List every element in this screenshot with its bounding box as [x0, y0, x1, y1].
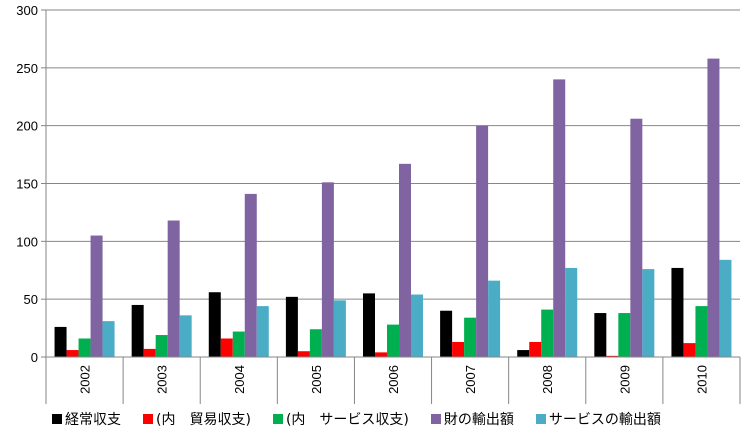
bar-2007-3 [476, 125, 489, 358]
bar-2008-0 [517, 350, 530, 357]
y-tick-label: 100 [16, 234, 38, 249]
bar-2008-1 [529, 341, 542, 357]
bar-2008-3 [553, 79, 566, 358]
bar-2007-4 [488, 280, 501, 357]
x-tick-label: 2010 [694, 365, 709, 394]
bar-2009-1 [606, 355, 619, 357]
legend-item: サービスの輸出額 [535, 409, 661, 429]
bar-2002-0 [54, 326, 67, 357]
bar-2004-0 [208, 292, 221, 357]
y-tick-label: 300 [16, 3, 38, 18]
bar-2009-2 [618, 313, 631, 357]
bar-2010-1 [683, 343, 696, 357]
bar-2010-4 [719, 259, 732, 357]
bar-2006-1 [375, 352, 387, 357]
bar-2004-1 [220, 338, 233, 357]
bar-2005-2 [309, 329, 322, 357]
bar-2003-2 [155, 335, 168, 357]
x-tick-label: 2002 [78, 365, 93, 394]
legend: 経常収支 (内 貿易収支) (内 サービス収支) 財の輸出額 サービスの輸出額 [0, 405, 747, 433]
bar-2003-4 [179, 315, 192, 357]
legend-label: 経常収支 [65, 412, 121, 428]
bar-2006-2 [387, 324, 399, 357]
legend-label: サービスの輸出額 [548, 412, 661, 428]
bar-2008-4 [565, 267, 578, 357]
bar-2002-2 [78, 338, 91, 357]
x-tick-label: 2007 [463, 365, 478, 394]
legend-item: 財の輸出額 [430, 409, 514, 429]
legend-swatch [430, 414, 441, 424]
bar-2002-3 [90, 235, 103, 357]
legend-swatch [52, 414, 62, 424]
bars [54, 58, 732, 358]
legend-label: (内 サービス収支) [285, 412, 409, 428]
legend-item: 経常収支 [52, 409, 121, 429]
bar-2005-4 [333, 300, 346, 357]
y-tick-label: 150 [16, 177, 38, 192]
bar-2005-1 [297, 351, 310, 357]
legend-swatch [272, 414, 283, 424]
bar-2002-4 [102, 321, 115, 357]
x-tick-label: 2006 [386, 365, 401, 394]
y-tick-label: 0 [31, 350, 38, 365]
x-tick-label: 2009 [617, 365, 632, 394]
gridlines [46, 9, 740, 300]
bar-2004-3 [244, 193, 257, 357]
bar-2009-0 [594, 313, 607, 357]
bar-2007-0 [440, 310, 453, 357]
bar-2003-1 [143, 348, 156, 357]
x-tick-label: 2003 [155, 365, 170, 394]
legend-swatch [535, 414, 546, 424]
bar-2004-4 [256, 306, 269, 357]
y-tick-label: 200 [16, 119, 38, 134]
bar-2006-3 [399, 163, 411, 357]
bar-2006-4 [411, 294, 423, 357]
bar-2007-1 [452, 341, 465, 357]
bar-2004-2 [232, 331, 245, 357]
bar-2009-3 [630, 118, 643, 357]
axes: 0 50 100 150 200 250 300 2002 2003 2004 2005 2006 20… [16, 3, 741, 404]
bar-2006-0 [363, 293, 375, 357]
bar-2003-0 [131, 304, 144, 357]
legend-item: (内 貿易収支) [143, 409, 251, 429]
x-tick-label: 2005 [309, 365, 324, 394]
bar-2002-1 [66, 350, 79, 357]
legend-label: (内 貿易収支) [156, 412, 251, 428]
bar-chart-svg: 0 50 100 150 200 250 300 2002 2003 2004 2005 2006 20… [16, 3, 741, 404]
y-tick-label: 50 [24, 292, 38, 307]
bar-2007-2 [464, 317, 477, 357]
legend-swatch [143, 414, 153, 424]
x-tick-label: 2004 [232, 365, 247, 394]
bar-2005-3 [321, 182, 334, 357]
bar-2010-0 [671, 267, 684, 357]
bar-2008-2 [541, 309, 554, 357]
bar-2010-3 [707, 58, 720, 358]
y-tick-label: 250 [16, 61, 38, 76]
bar-2009-4 [642, 269, 655, 357]
legend-label: 財の輸出額 [443, 412, 514, 428]
bar-2010-2 [695, 306, 708, 357]
bar-2003-3 [167, 220, 180, 357]
bar-2005-0 [285, 296, 298, 357]
x-tick-label: 2008 [540, 365, 555, 394]
legend-item: (内 サービス収支) [272, 409, 409, 429]
